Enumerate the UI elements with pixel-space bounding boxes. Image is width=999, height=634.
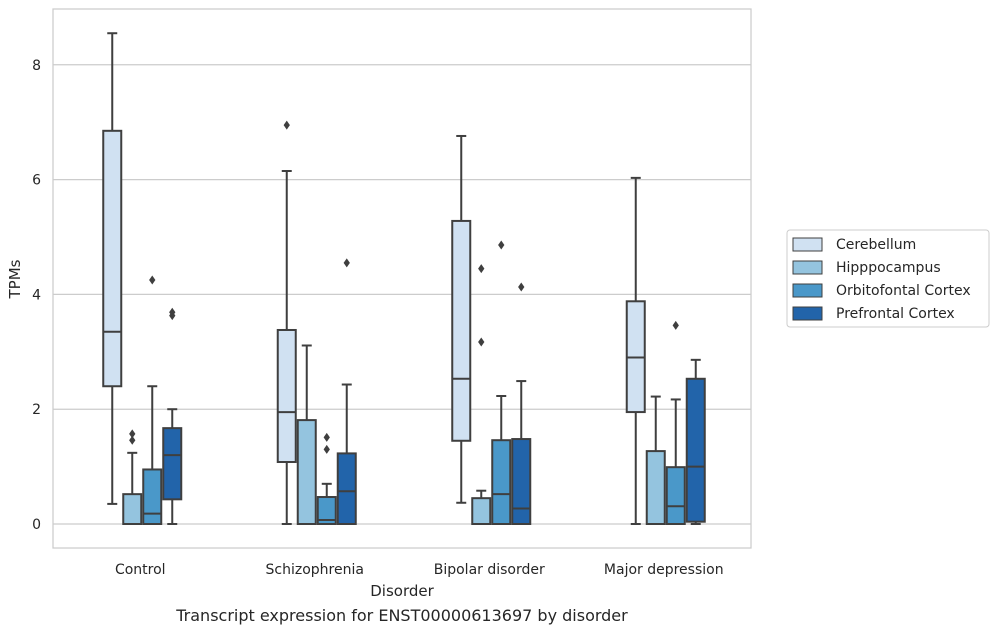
outlier-point	[343, 258, 350, 268]
box	[685, 358, 706, 525]
box-iqr	[471, 497, 492, 526]
box-group-control	[102, 32, 183, 526]
box-iqr	[685, 377, 706, 523]
box	[102, 32, 123, 505]
legend-swatch	[792, 306, 823, 321]
box-group-major-depression	[625, 176, 706, 526]
outlier-point	[129, 435, 136, 445]
y-tick-label: 6	[32, 173, 41, 189]
box	[276, 120, 297, 525]
box	[162, 307, 183, 525]
x-axis-label: Disorder	[370, 582, 434, 600]
outlier-point	[149, 275, 156, 285]
chart-caption: Transcript expression for ENST0000061369…	[176, 606, 628, 625]
x-axis-ticks: Control Schizophrenia Bipolar disorder Majo…	[115, 562, 724, 578]
box	[471, 264, 492, 526]
box-iqr	[316, 496, 337, 526]
box-group-schizophrenia	[276, 120, 357, 526]
box-groups	[102, 32, 706, 526]
outlier-point	[169, 307, 176, 317]
box-iqr	[296, 419, 317, 525]
y-axis-ticks: 0 2 4 6 8	[32, 58, 41, 533]
box-iqr	[162, 427, 183, 501]
box-iqr	[511, 438, 532, 526]
box-group-bipolar-disorder	[451, 134, 532, 526]
box	[336, 258, 357, 526]
legend-swatch	[792, 237, 823, 252]
outlier-point	[518, 282, 525, 292]
box-iqr	[276, 328, 297, 464]
box	[511, 282, 532, 526]
outlier-point	[283, 120, 290, 130]
outlier-point	[672, 320, 679, 330]
box	[122, 429, 143, 526]
box-iqr	[665, 466, 686, 526]
y-tick-label: 4	[32, 287, 41, 303]
outlier-point	[478, 337, 485, 347]
legend-label: Prefrontal Cortex	[836, 306, 955, 322]
box-iqr	[491, 439, 512, 526]
outlier-point	[323, 444, 330, 454]
box	[491, 240, 512, 526]
box-iqr	[336, 452, 357, 526]
x-tick-label: Schizophrenia	[266, 562, 364, 578]
box-iqr	[451, 219, 472, 442]
x-tick-label: Major depression	[604, 562, 724, 578]
box-iqr	[122, 493, 143, 526]
box-iqr	[645, 450, 666, 525]
legend: Cerebellum Hipppocampus Orbitofontal Corte…	[786, 229, 990, 328]
box	[451, 134, 472, 504]
box	[625, 176, 646, 525]
legend-swatch	[792, 260, 823, 275]
x-tick-label: Control	[115, 562, 166, 578]
box	[142, 275, 163, 525]
y-tick-label: 0	[32, 517, 41, 533]
box	[645, 395, 666, 525]
box	[665, 320, 686, 526]
outlier-point	[498, 240, 505, 250]
x-tick-label: Bipolar disorder	[434, 562, 545, 578]
box-iqr	[142, 468, 163, 525]
y-tick-label: 8	[32, 58, 41, 74]
legend-label: Hipppocampus	[836, 260, 941, 276]
y-tick-label: 2	[32, 402, 41, 418]
outlier-point	[323, 432, 330, 442]
legend-label: Orbitofontal Cortex	[836, 283, 971, 299]
box-iqr	[102, 129, 123, 388]
box	[296, 344, 317, 525]
legend-frame	[786, 229, 990, 328]
outlier-point	[478, 264, 485, 274]
outlier-point	[129, 429, 136, 439]
legend-swatch	[792, 283, 823, 298]
legend-label: Cerebellum	[836, 237, 916, 253]
y-axis-label: TPMs	[6, 259, 24, 299]
box	[316, 432, 337, 526]
